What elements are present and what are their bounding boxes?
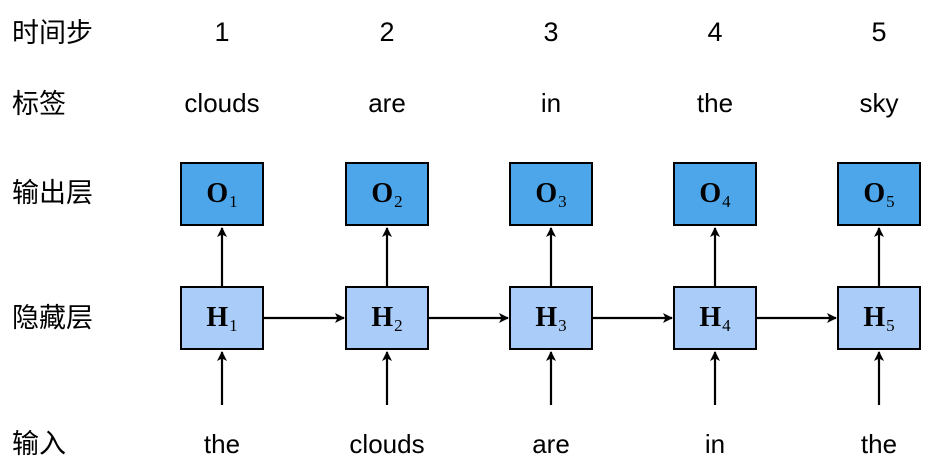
timestep-3: 3	[543, 17, 559, 47]
input-5: the	[860, 429, 898, 459]
label-5: sky	[859, 88, 899, 118]
label-4: the	[696, 88, 734, 118]
node-subscript: 1	[229, 192, 238, 211]
node-subscript: 3	[558, 192, 567, 211]
node-symbol: O	[863, 178, 886, 209]
timestep-5: 5	[871, 17, 887, 47]
row-label-output-layer: 输出层	[12, 178, 93, 209]
node-symbol: H	[535, 302, 558, 333]
node-symbol: O	[371, 178, 394, 209]
timestep-1: 1	[214, 17, 230, 47]
node-subscript: 5	[886, 192, 895, 211]
node-subscript: 1	[229, 316, 238, 335]
input-3: are	[532, 429, 570, 459]
timestep-4: 4	[707, 17, 723, 47]
label-2: are	[368, 88, 406, 118]
node-symbol: H	[699, 302, 722, 333]
row-label-label: 标签	[12, 89, 66, 120]
row-label-input: 输入	[12, 429, 66, 460]
input-4: in	[704, 429, 726, 459]
row-label-hidden-layer: 隐藏层	[12, 303, 93, 334]
node-symbol: H	[371, 302, 394, 333]
input-2: clouds	[349, 429, 425, 459]
label-3: in	[540, 88, 562, 118]
timestep-2: 2	[379, 17, 395, 47]
input-1: the	[203, 429, 241, 459]
node-symbol: O	[535, 178, 558, 209]
node-subscript: 2	[394, 316, 403, 335]
node-subscript: 4	[722, 316, 731, 335]
node-subscript: 3	[558, 316, 567, 335]
node-symbol: H	[863, 302, 886, 333]
node-subscript: 2	[394, 192, 403, 211]
node-subscript: 5	[886, 316, 895, 335]
node-symbol: O	[206, 178, 229, 209]
node-symbol: O	[699, 178, 722, 209]
node-subscript: 4	[722, 192, 731, 211]
node-symbol: H	[206, 302, 229, 333]
row-label-timestep: 时间步	[12, 18, 93, 49]
label-1: clouds	[184, 88, 260, 118]
